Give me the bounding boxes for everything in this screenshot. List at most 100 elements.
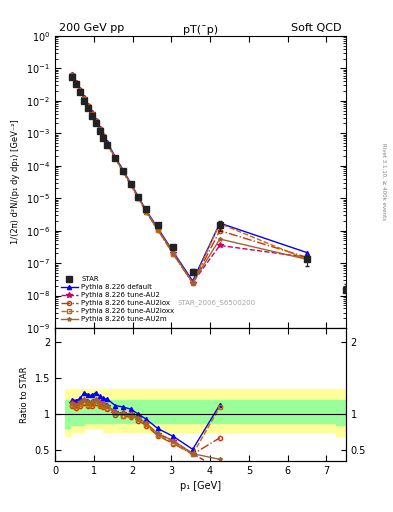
Pythia 8.226 tune-AU2m [113, 155, 118, 161]
Pythia 8.226 tune-AU2m [190, 280, 195, 286]
Pythia 8.226 tune-AU2m [136, 195, 141, 201]
Pythia 8.226 default [82, 94, 86, 100]
Pythia 8.226 tune-AU2m [74, 80, 79, 86]
Pythia 8.226 tune-AU2loxx [121, 168, 125, 175]
Line: Pythia 8.226 tune-AU2lox: Pythia 8.226 tune-AU2lox [70, 73, 309, 285]
Pythia 8.226 tune-AU2loxx [94, 118, 98, 124]
Pythia 8.226 tune-AU2lox [94, 118, 98, 124]
Pythia 8.226 tune-AU2m [78, 87, 83, 93]
Line: Pythia 8.226 tune-AU2: Pythia 8.226 tune-AU2 [70, 72, 310, 285]
Pythia 8.226 default [74, 79, 79, 85]
Pythia 8.226 default [94, 117, 98, 123]
Pythia 8.226 tune-AU2loxx [101, 133, 106, 139]
Pythia 8.226 tune-AU2m [90, 110, 94, 116]
Line: Pythia 8.226 tune-AU2loxx: Pythia 8.226 tune-AU2loxx [70, 73, 309, 285]
Pythia 8.226 tune-AU2lox [171, 251, 176, 257]
Pythia 8.226 tune-AU2lox [217, 227, 222, 233]
Pythia 8.226 tune-AU2lox [155, 227, 160, 233]
Pythia 8.226 tune-AU2 [121, 168, 125, 174]
Pythia 8.226 tune-AU2lox [78, 88, 83, 94]
Pythia 8.226 default [113, 154, 118, 160]
Pythia 8.226 tune-AU2 [128, 181, 133, 187]
Pythia 8.226 default [97, 124, 102, 131]
Pythia 8.226 tune-AU2lox [113, 155, 118, 161]
Pythia 8.226 tune-AU2lox [90, 111, 94, 117]
Pythia 8.226 tune-AU2 [305, 254, 309, 261]
Pythia 8.226 tune-AU2m [82, 95, 86, 101]
Pythia 8.226 tune-AU2 [74, 80, 79, 86]
Pythia 8.226 tune-AU2m [94, 118, 98, 124]
Pythia 8.226 tune-AU2m [105, 140, 110, 146]
Pythia 8.226 default [128, 180, 133, 186]
Pythia 8.226 tune-AU2lox [144, 209, 149, 215]
Pythia 8.226 tune-AU2m [171, 250, 176, 257]
Pythia 8.226 default [136, 194, 141, 200]
Pythia 8.226 tune-AU2loxx [155, 227, 160, 233]
Pythia 8.226 tune-AU2 [97, 125, 102, 132]
Pythia 8.226 tune-AU2 [190, 280, 195, 286]
Pythia 8.226 default [217, 220, 222, 226]
Pythia 8.226 tune-AU2m [86, 103, 90, 109]
Pythia 8.226 tune-AU2loxx [113, 155, 118, 161]
Pythia 8.226 default [305, 249, 309, 255]
Pythia 8.226 tune-AU2loxx [217, 221, 222, 227]
Pythia 8.226 tune-AU2lox [105, 141, 110, 147]
Pythia 8.226 tune-AU2m [305, 257, 309, 263]
Pythia 8.226 default [144, 207, 149, 214]
Pythia 8.226 tune-AU2loxx [190, 280, 195, 286]
Pythia 8.226 tune-AU2loxx [86, 103, 90, 109]
Pythia 8.226 tune-AU2m [128, 181, 133, 187]
Title: pT(¯p): pT(¯p) [183, 25, 218, 35]
Pythia 8.226 tune-AU2lox [121, 168, 125, 175]
Pythia 8.226 tune-AU2m [121, 168, 125, 174]
Pythia 8.226 tune-AU2 [171, 250, 176, 257]
Text: Rivet 3.1.10, ≥ 400k events: Rivet 3.1.10, ≥ 400k events [381, 143, 386, 221]
Pythia 8.226 default [78, 87, 83, 93]
X-axis label: p₁ [GeV]: p₁ [GeV] [180, 481, 221, 491]
Pythia 8.226 tune-AU2 [82, 95, 86, 101]
Pythia 8.226 tune-AU2lox [74, 80, 79, 86]
Pythia 8.226 tune-AU2lox [128, 182, 133, 188]
Pythia 8.226 tune-AU2m [217, 236, 222, 242]
Pythia 8.226 tune-AU2loxx [105, 141, 110, 147]
Pythia 8.226 tune-AU2 [144, 208, 149, 215]
Legend: STAR, Pythia 8.226 default, Pythia 8.226 tune-AU2, Pythia 8.226 tune-AU2lox, Pyt: STAR, Pythia 8.226 default, Pythia 8.226… [59, 274, 176, 325]
Pythia 8.226 tune-AU2lox [86, 103, 90, 110]
Pythia 8.226 tune-AU2loxx [78, 88, 83, 94]
Pythia 8.226 tune-AU2 [155, 226, 160, 232]
Pythia 8.226 tune-AU2loxx [171, 251, 176, 257]
Pythia 8.226 tune-AU2 [70, 72, 75, 78]
Pythia 8.226 default [171, 249, 176, 255]
Pythia 8.226 tune-AU2lox [97, 126, 102, 132]
Pythia 8.226 default [190, 278, 195, 284]
Pythia 8.226 tune-AU2loxx [70, 72, 75, 78]
Pythia 8.226 default [86, 101, 90, 108]
Pythia 8.226 tune-AU2loxx [128, 181, 133, 187]
Line: Pythia 8.226 tune-AU2m: Pythia 8.226 tune-AU2m [70, 73, 309, 285]
Pythia 8.226 tune-AU2lox [82, 96, 86, 102]
Pythia 8.226 tune-AU2 [105, 140, 110, 146]
Pythia 8.226 tune-AU2loxx [144, 208, 149, 215]
Pythia 8.226 tune-AU2m [144, 208, 149, 215]
Pythia 8.226 tune-AU2lox [101, 134, 106, 140]
Pythia 8.226 tune-AU2loxx [305, 257, 309, 263]
Pythia 8.226 tune-AU2 [94, 118, 98, 124]
Pythia 8.226 tune-AU2loxx [90, 111, 94, 117]
Pythia 8.226 tune-AU2 [136, 195, 141, 201]
Text: 200 GeV pp: 200 GeV pp [59, 23, 124, 33]
Pythia 8.226 tune-AU2m [70, 72, 75, 78]
Pythia 8.226 tune-AU2 [217, 242, 222, 248]
Pythia 8.226 tune-AU2lox [305, 254, 309, 261]
Pythia 8.226 default [70, 71, 75, 77]
Pythia 8.226 tune-AU2 [86, 103, 90, 109]
Pythia 8.226 tune-AU2loxx [82, 95, 86, 101]
Pythia 8.226 default [101, 132, 106, 138]
Y-axis label: 1/(2π) d²N/(p₁ dy dp₁) [GeV⁻²]: 1/(2π) d²N/(p₁ dy dp₁) [GeV⁻²] [11, 119, 20, 244]
Pythia 8.226 tune-AU2m [97, 125, 102, 132]
Pythia 8.226 tune-AU2loxx [136, 195, 141, 201]
Line: Pythia 8.226 default: Pythia 8.226 default [70, 72, 309, 283]
Y-axis label: Ratio to STAR: Ratio to STAR [20, 366, 29, 422]
Text: STAR_2006_S6500200: STAR_2006_S6500200 [177, 300, 255, 306]
Pythia 8.226 tune-AU2 [78, 87, 83, 93]
Pythia 8.226 tune-AU2m [101, 133, 106, 139]
